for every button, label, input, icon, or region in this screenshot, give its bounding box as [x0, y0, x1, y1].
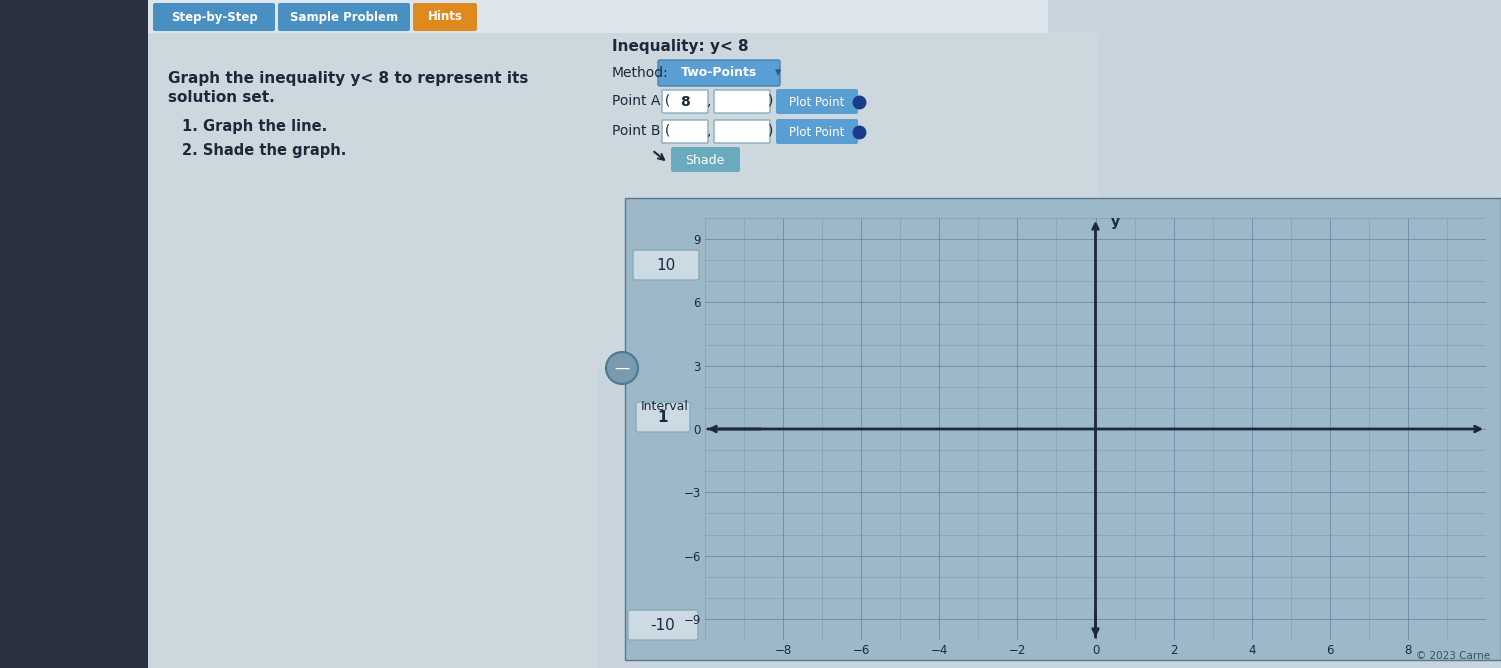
Text: y: y	[1111, 216, 1120, 229]
FancyBboxPatch shape	[636, 402, 690, 432]
Text: Two-Points: Two-Points	[681, 67, 757, 79]
Text: ): )	[769, 124, 773, 138]
FancyBboxPatch shape	[413, 3, 477, 31]
Text: ▾: ▾	[775, 67, 781, 79]
FancyBboxPatch shape	[149, 0, 1501, 668]
FancyBboxPatch shape	[0, 0, 149, 668]
FancyBboxPatch shape	[662, 120, 708, 143]
Text: solution set.: solution set.	[168, 90, 275, 106]
FancyBboxPatch shape	[776, 89, 859, 114]
FancyBboxPatch shape	[624, 198, 1501, 660]
Text: Plot Point: Plot Point	[790, 126, 845, 138]
FancyBboxPatch shape	[597, 33, 1099, 368]
Text: 8: 8	[680, 95, 690, 109]
Text: Interval: Interval	[641, 399, 689, 413]
FancyBboxPatch shape	[657, 60, 781, 86]
Circle shape	[606, 352, 638, 384]
Text: —: —	[614, 361, 629, 375]
Text: Point A (: Point A (	[612, 94, 671, 108]
FancyBboxPatch shape	[149, 0, 1048, 33]
Text: ,: ,	[707, 94, 711, 108]
FancyBboxPatch shape	[278, 3, 410, 31]
FancyBboxPatch shape	[633, 250, 699, 280]
Text: ,: ,	[707, 124, 711, 138]
Text: Point B (: Point B (	[612, 124, 671, 138]
Text: 1. Graph the line.: 1. Graph the line.	[182, 118, 327, 134]
Text: ): )	[769, 94, 773, 108]
Text: Graph the inequality y< 8 to represent its: Graph the inequality y< 8 to represent i…	[168, 71, 528, 86]
FancyBboxPatch shape	[776, 119, 859, 144]
FancyBboxPatch shape	[671, 147, 740, 172]
FancyBboxPatch shape	[714, 120, 770, 143]
Text: -10: -10	[650, 617, 675, 633]
Text: Step-by-Step: Step-by-Step	[171, 11, 257, 23]
Text: Plot Point: Plot Point	[790, 96, 845, 108]
Text: Method:: Method:	[612, 66, 669, 80]
Text: 10: 10	[656, 257, 675, 273]
FancyBboxPatch shape	[662, 90, 708, 113]
FancyBboxPatch shape	[627, 610, 698, 640]
FancyBboxPatch shape	[153, 3, 275, 31]
Text: 1: 1	[657, 409, 668, 424]
FancyBboxPatch shape	[714, 90, 770, 113]
Text: Sample Problem: Sample Problem	[290, 11, 398, 23]
Text: Shade: Shade	[686, 154, 725, 166]
Text: 2. Shade the graph.: 2. Shade the graph.	[182, 142, 347, 158]
Text: Inequality: y< 8: Inequality: y< 8	[612, 39, 749, 53]
Text: © 2023 Carne: © 2023 Carne	[1415, 651, 1490, 661]
FancyBboxPatch shape	[149, 33, 597, 668]
Text: Hints: Hints	[428, 11, 462, 23]
